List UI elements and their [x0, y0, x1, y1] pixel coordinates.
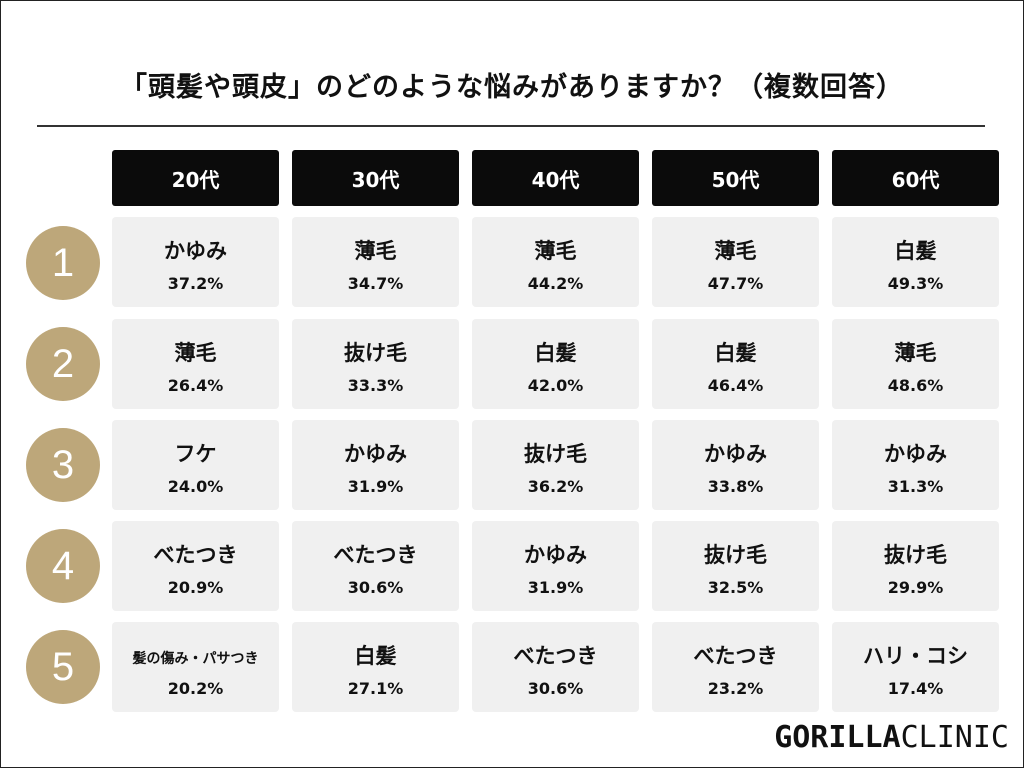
- rank-circle-4: 4: [26, 529, 100, 603]
- table-cell: 薄毛 48.6%: [832, 319, 999, 409]
- table-cell: ハリ・コシ 17.4%: [832, 622, 999, 712]
- cell-percentage: 42.0%: [527, 376, 584, 395]
- table-cell: 白髪 49.3%: [832, 217, 999, 307]
- cell-concern: べたつき: [333, 543, 418, 567]
- cell-percentage: 31.3%: [887, 477, 944, 496]
- cell-percentage: 26.4%: [167, 376, 224, 395]
- cell-concern: かゆみ: [344, 442, 407, 466]
- cell-concern: べたつき: [513, 644, 598, 668]
- cell-percentage: 29.9%: [887, 578, 944, 597]
- cell-concern: 白髪: [534, 341, 577, 365]
- cell-concern: かゆみ: [704, 442, 767, 466]
- table-cell: かゆみ 37.2%: [112, 217, 279, 307]
- cell-percentage: 33.3%: [347, 376, 404, 395]
- cell-concern: 薄毛: [714, 239, 757, 263]
- cell-percentage: 44.2%: [527, 274, 584, 293]
- cell-concern: ハリ・コシ: [863, 644, 968, 668]
- table-cell: べたつき 30.6%: [292, 521, 459, 611]
- cell-percentage: 32.5%: [707, 578, 764, 597]
- column-header-1: 20代: [112, 150, 279, 206]
- cell-concern: フケ: [174, 442, 217, 466]
- rank-circle-1: 1: [26, 226, 100, 300]
- cell-concern: かゆみ: [524, 543, 587, 567]
- table-cell: 薄毛 44.2%: [472, 217, 639, 307]
- cell-concern: かゆみ: [884, 442, 947, 466]
- cell-concern: べたつき: [693, 644, 778, 668]
- cell-concern: 抜け毛: [524, 442, 587, 466]
- table-cell: かゆみ 31.9%: [292, 420, 459, 510]
- cell-concern: 薄毛: [894, 341, 937, 365]
- table-cell: フケ 24.0%: [112, 420, 279, 510]
- table-cell: 抜け毛 29.9%: [832, 521, 999, 611]
- cell-percentage: 33.8%: [707, 477, 764, 496]
- title-divider: [37, 125, 985, 127]
- table-cell: 薄毛 47.7%: [652, 217, 819, 307]
- rank-circle-2: 2: [26, 327, 100, 401]
- column-header-2: 30代: [292, 150, 459, 206]
- table-cell: 白髪 27.1%: [292, 622, 459, 712]
- cell-concern: 白髪: [894, 239, 937, 263]
- cell-concern: 抜け毛: [704, 543, 767, 567]
- table-cell: べたつき 20.9%: [112, 521, 279, 611]
- cell-concern: 白髪: [354, 644, 397, 668]
- table-cell: 髪の傷み・パサつき 20.2%: [112, 622, 279, 712]
- cell-concern: 髪の傷み・パサつき: [132, 651, 259, 667]
- table-cell: 白髪 46.4%: [652, 319, 819, 409]
- column-header-3: 40代: [472, 150, 639, 206]
- cell-percentage: 23.2%: [707, 679, 764, 698]
- column-header-4: 50代: [652, 150, 819, 206]
- logo-part-gorilla: GORILLA: [774, 720, 901, 755]
- gorilla-clinic-logo: GORILLACLINIC: [774, 720, 1009, 755]
- cell-percentage: 47.7%: [707, 274, 764, 293]
- cell-percentage: 31.9%: [347, 477, 404, 496]
- cell-percentage: 31.9%: [527, 578, 584, 597]
- column-header-5: 60代: [832, 150, 999, 206]
- table-cell: べたつき 23.2%: [652, 622, 819, 712]
- cell-percentage: 36.2%: [527, 477, 584, 496]
- cell-concern: 白髪: [714, 341, 757, 365]
- table-cell: かゆみ 31.3%: [832, 420, 999, 510]
- cell-percentage: 17.4%: [887, 679, 944, 698]
- table-cell: べたつき 30.6%: [472, 622, 639, 712]
- table-cell: かゆみ 33.8%: [652, 420, 819, 510]
- table-cell: 抜け毛 33.3%: [292, 319, 459, 409]
- cell-concern: 薄毛: [534, 239, 577, 263]
- cell-concern: 薄毛: [354, 239, 397, 263]
- table-cell: 白髪 42.0%: [472, 319, 639, 409]
- logo-part-clinic: CLINIC: [900, 720, 1009, 755]
- cell-percentage: 49.3%: [887, 274, 944, 293]
- cell-percentage: 27.1%: [347, 679, 404, 698]
- chart-title: 「頭髪や頭皮」のどのような悩みがありますか？（複数回答）: [120, 72, 904, 103]
- table-cell: 抜け毛 32.5%: [652, 521, 819, 611]
- table-cell: 抜け毛 36.2%: [472, 420, 639, 510]
- cell-percentage: 20.9%: [167, 578, 224, 597]
- table-cell: 薄毛 34.7%: [292, 217, 459, 307]
- cell-percentage: 24.0%: [167, 477, 224, 496]
- rank-circle-5: 5: [26, 630, 100, 704]
- rank-circle-3: 3: [26, 428, 100, 502]
- cell-percentage: 30.6%: [527, 679, 584, 698]
- cell-concern: かゆみ: [164, 239, 227, 263]
- cell-concern: べたつき: [153, 543, 238, 567]
- cell-percentage: 20.2%: [167, 679, 224, 698]
- table-cell: かゆみ 31.9%: [472, 521, 639, 611]
- table-cell: 薄毛 26.4%: [112, 319, 279, 409]
- cell-percentage: 34.7%: [347, 274, 404, 293]
- cell-percentage: 30.6%: [347, 578, 404, 597]
- cell-percentage: 46.4%: [707, 376, 764, 395]
- cell-concern: 薄毛: [174, 341, 217, 365]
- cell-concern: 抜け毛: [344, 341, 407, 365]
- cell-concern: 抜け毛: [884, 543, 947, 567]
- cell-percentage: 37.2%: [167, 274, 224, 293]
- cell-percentage: 48.6%: [887, 376, 944, 395]
